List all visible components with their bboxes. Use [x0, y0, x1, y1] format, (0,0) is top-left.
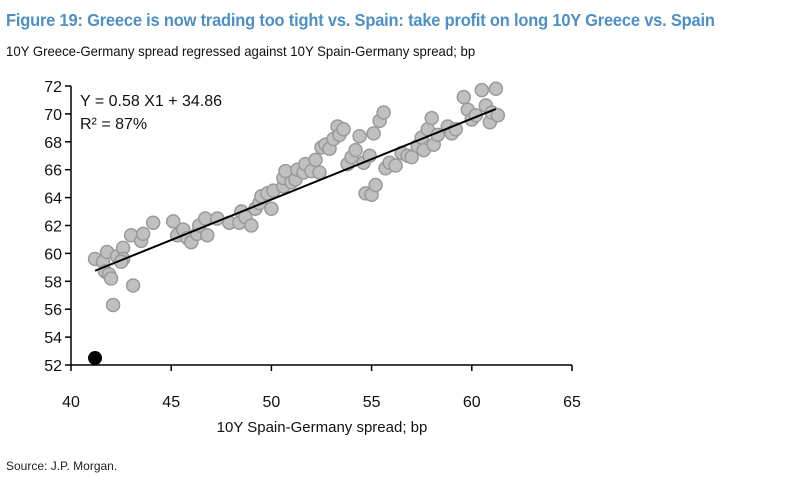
- data-point: [135, 226, 151, 242]
- data-point: [264, 201, 279, 217]
- data-point: [490, 108, 506, 123]
- data-point: [366, 126, 381, 141]
- x-tick-label: 60: [463, 394, 481, 411]
- y-tick-label: 66: [44, 163, 62, 180]
- y-tick-label: 68: [44, 135, 62, 152]
- data-point: [312, 165, 327, 180]
- axes-layer: 52 54 56 58 60 62 64 66 68 70 72 40 45 50 55 60 65: [44, 79, 581, 411]
- x-tick-label: 40: [62, 394, 80, 411]
- data-point: [456, 89, 472, 105]
- data-point: [145, 215, 161, 230]
- points-layer: [87, 81, 506, 366]
- data-point: [244, 218, 259, 233]
- x-axis-title: 10Y Spain-Germany spread; bp: [217, 419, 428, 436]
- data-point: [368, 177, 383, 193]
- regression-line: [94, 108, 497, 272]
- y-tick-label: 60: [44, 246, 62, 263]
- y-tick-label: 56: [44, 302, 62, 319]
- current-point: [88, 351, 103, 366]
- data-point: [103, 271, 119, 286]
- y-tick-label: 58: [44, 274, 62, 291]
- data-point: [424, 110, 439, 126]
- source-note: Source: J.P. Morgan.: [6, 459, 118, 473]
- data-point: [336, 121, 351, 137]
- data-point: [404, 149, 419, 165]
- chart-subtitle: 10Y Greece-Germany spread regressed agai…: [6, 43, 476, 59]
- x-tick-label: 45: [162, 394, 180, 411]
- regression-equation: Y = 0.58 X1 + 34.86: [80, 93, 222, 110]
- data-point: [388, 158, 403, 173]
- data-point: [474, 82, 490, 98]
- data-point: [200, 228, 215, 243]
- y-tick-label: 52: [44, 358, 62, 375]
- data-point: [308, 152, 323, 168]
- data-point: [376, 105, 391, 120]
- data-point: [125, 278, 141, 293]
- data-point: [105, 297, 121, 313]
- data-point: [165, 214, 181, 229]
- data-point: [198, 211, 213, 226]
- x-tick-label: 65: [563, 394, 581, 411]
- y-tick-label: 72: [44, 79, 62, 96]
- y-tick-label: 62: [44, 219, 62, 236]
- y-tick-label: 70: [44, 107, 62, 124]
- data-point: [352, 128, 367, 144]
- x-tick-label: 50: [263, 394, 281, 411]
- data-point: [348, 142, 363, 158]
- r-squared-label: R² = 87%: [80, 116, 147, 133]
- y-tick-label: 64: [44, 191, 62, 208]
- data-point: [488, 81, 504, 97]
- y-tick-label: 54: [44, 330, 62, 347]
- chart-title: Figure 19: Greece is now trading too tig…: [6, 10, 715, 30]
- x-tick-label: 55: [363, 394, 381, 411]
